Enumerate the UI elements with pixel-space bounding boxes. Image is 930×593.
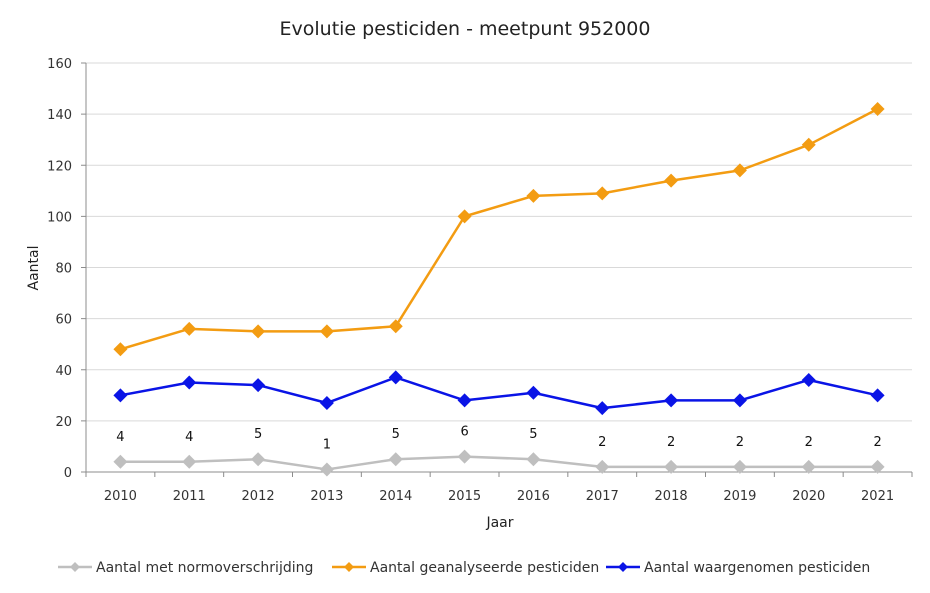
gridlines [86, 62, 912, 422]
data-point [319, 324, 334, 339]
x-tick-label: 2018 [655, 489, 688, 504]
data-label: 2 [736, 435, 744, 450]
data-point [595, 186, 610, 201]
x-tick-label: 2017 [586, 489, 619, 504]
data-point [526, 452, 541, 467]
legend-label-2: Aantal waargenomen pesticiden [644, 560, 870, 576]
data-point [388, 452, 403, 467]
data-point [526, 188, 541, 203]
series-group [113, 102, 885, 477]
y-tick-label: 20 [55, 415, 72, 430]
series-line-1 [120, 107, 879, 351]
data-label: 2 [667, 435, 675, 450]
x-tick-label: 2021 [861, 489, 894, 504]
data-label: 2 [598, 435, 606, 450]
data-point [388, 370, 403, 385]
x-tick-label: 2016 [517, 489, 550, 504]
y-tick-label: 80 [55, 262, 72, 277]
x-tick-label: 2020 [792, 489, 825, 504]
data-label: 5 [529, 427, 537, 442]
data-point [870, 459, 885, 474]
legend: Aantal met normoverschrijding Aantal gean… [58, 560, 870, 576]
data-point [182, 375, 197, 390]
data-point [182, 321, 197, 336]
data-point [251, 378, 266, 393]
data-point [801, 459, 816, 474]
data-point [526, 385, 541, 400]
y-axis-title: Aantal [26, 246, 42, 291]
data-point [732, 163, 747, 178]
data-point [251, 452, 266, 467]
y-tick-label: 40 [55, 364, 72, 379]
legend-marker-1 [344, 562, 354, 572]
y-tick-label: 100 [47, 210, 72, 225]
data-label: 5 [254, 427, 262, 442]
data-point [870, 388, 885, 403]
data-label: 1 [323, 437, 331, 452]
data-point [664, 393, 679, 408]
data-label: 5 [392, 427, 400, 442]
data-point [732, 393, 747, 408]
data-point [182, 454, 197, 469]
data-point [664, 173, 679, 188]
x-tick-label: 2014 [379, 489, 412, 504]
y-tick-label: 140 [47, 108, 72, 123]
data-label: 2 [873, 435, 881, 450]
data-label: 6 [460, 425, 468, 440]
data-point [319, 395, 334, 410]
y-tick-label: 0 [64, 466, 72, 481]
data-label: 4 [116, 430, 124, 445]
data-point [870, 102, 885, 117]
data-point [113, 342, 128, 357]
data-point [113, 454, 128, 469]
data-point [732, 459, 747, 474]
legend-label-0: Aantal met normoverschrijding [96, 560, 313, 576]
x-tick-label: 2010 [104, 489, 137, 504]
data-point [319, 462, 334, 477]
data-label: 4 [185, 430, 193, 445]
data-point [801, 372, 816, 387]
y-tick-label: 60 [55, 313, 72, 328]
data-point [113, 388, 128, 403]
x-tick-label: 2011 [173, 489, 206, 504]
x-tick-label: 2019 [723, 489, 756, 504]
series-line-0 [120, 455, 878, 471]
x-tick-label: 2013 [310, 489, 343, 504]
data-point [457, 209, 472, 224]
data-labels: 4 4 5 1 5 6 5 2 2 2 2 2 [116, 425, 881, 453]
y-tick-label: 120 [47, 159, 72, 174]
data-point [595, 459, 610, 474]
legend-marker-2 [618, 562, 628, 572]
x-tick-label: 2012 [242, 489, 275, 504]
data-point [664, 459, 679, 474]
data-label: 2 [805, 435, 813, 450]
x-tick-label: 2015 [448, 489, 481, 504]
data-point [595, 401, 610, 416]
data-point [801, 137, 816, 152]
legend-label-1: Aantal geanalyseerde pesticiden [370, 560, 599, 576]
series-line-2 [120, 376, 878, 410]
data-point [457, 449, 472, 464]
y-tick-label: 160 [47, 57, 72, 72]
legend-marker-0 [70, 562, 80, 572]
chart-title: Evolutie pesticiden - meetpunt 952000 [280, 18, 651, 40]
data-point [457, 393, 472, 408]
axes [81, 62, 913, 477]
data-point [388, 319, 403, 334]
data-point [251, 324, 266, 339]
x-tick-labels: 2010 2011 2012 2013 2014 2015 2016 2017 2018 2019… [104, 489, 894, 504]
y-tick-labels: 0 20 40 60 80 100 120 140 160 [47, 57, 72, 481]
x-axis-title: Jaar [485, 515, 513, 531]
